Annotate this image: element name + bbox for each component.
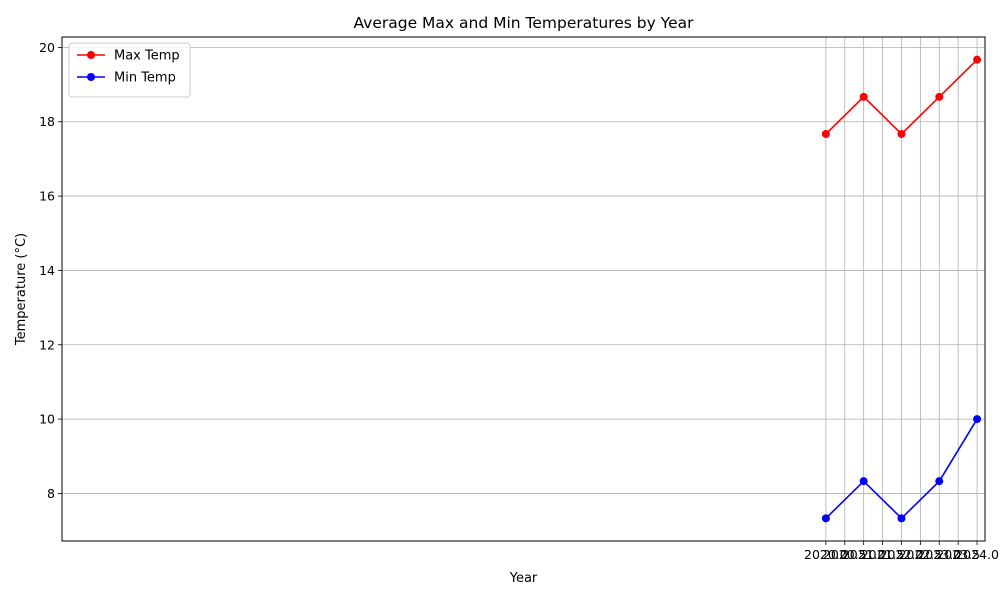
- x-tick-label: 2020.0: [804, 547, 848, 562]
- x-tick-label: 2024.0: [955, 547, 999, 562]
- legend-item: Min Temp: [77, 71, 176, 86]
- x-tick-label: 2022.0: [880, 547, 924, 562]
- data-point: [897, 514, 906, 523]
- y-tick-label: 10: [39, 412, 55, 427]
- legend-box: [68, 42, 191, 98]
- x-tick-label: 2021.5: [861, 547, 905, 562]
- legend-item: Max Temp: [77, 49, 180, 64]
- legend-swatch-marker: [87, 73, 95, 81]
- x-tick-label: 2021.0: [842, 547, 886, 562]
- data-point: [821, 130, 830, 139]
- x-axis-title: Year: [509, 571, 538, 586]
- data-point: [973, 415, 982, 424]
- data-point: [859, 477, 868, 486]
- legend: Max Temp Min Temp: [68, 42, 191, 98]
- y-tick-label: 18: [39, 114, 55, 129]
- chart-title: Average Max and Min Temperatures by Year: [353, 14, 694, 32]
- y-tick-label: 14: [39, 263, 55, 278]
- x-tick-label: 2022.5: [898, 547, 942, 562]
- legend-label: Max Temp: [114, 49, 180, 64]
- x-tick-label: 2023.0: [917, 547, 961, 562]
- x-tick-label: 2020.5: [823, 547, 867, 562]
- data-point: [859, 92, 868, 101]
- y-tick-label: 8: [47, 486, 55, 501]
- data-point: [935, 92, 944, 101]
- series-min-temp: [821, 415, 982, 523]
- series-max-temp: [821, 55, 982, 139]
- grid-lines: [62, 37, 985, 541]
- y-tick-label: 12: [39, 337, 55, 352]
- data-point: [897, 130, 906, 139]
- y-tick-label: 20: [39, 40, 55, 55]
- x-tick-label: 2023.5: [936, 547, 980, 562]
- data-point: [935, 477, 944, 486]
- data-point: [973, 55, 982, 64]
- legend-label: Min Temp: [114, 71, 176, 86]
- data-point: [821, 514, 830, 523]
- y-axis-title: Temperature (°C): [14, 233, 29, 346]
- axis-ticks: 2020.02020.52021.02021.52022.02022.52023…: [39, 40, 999, 562]
- y-tick-label: 16: [39, 189, 55, 204]
- legend-swatch-marker: [87, 51, 95, 59]
- plot-frame: [61, 36, 986, 542]
- series-layer: [821, 55, 982, 523]
